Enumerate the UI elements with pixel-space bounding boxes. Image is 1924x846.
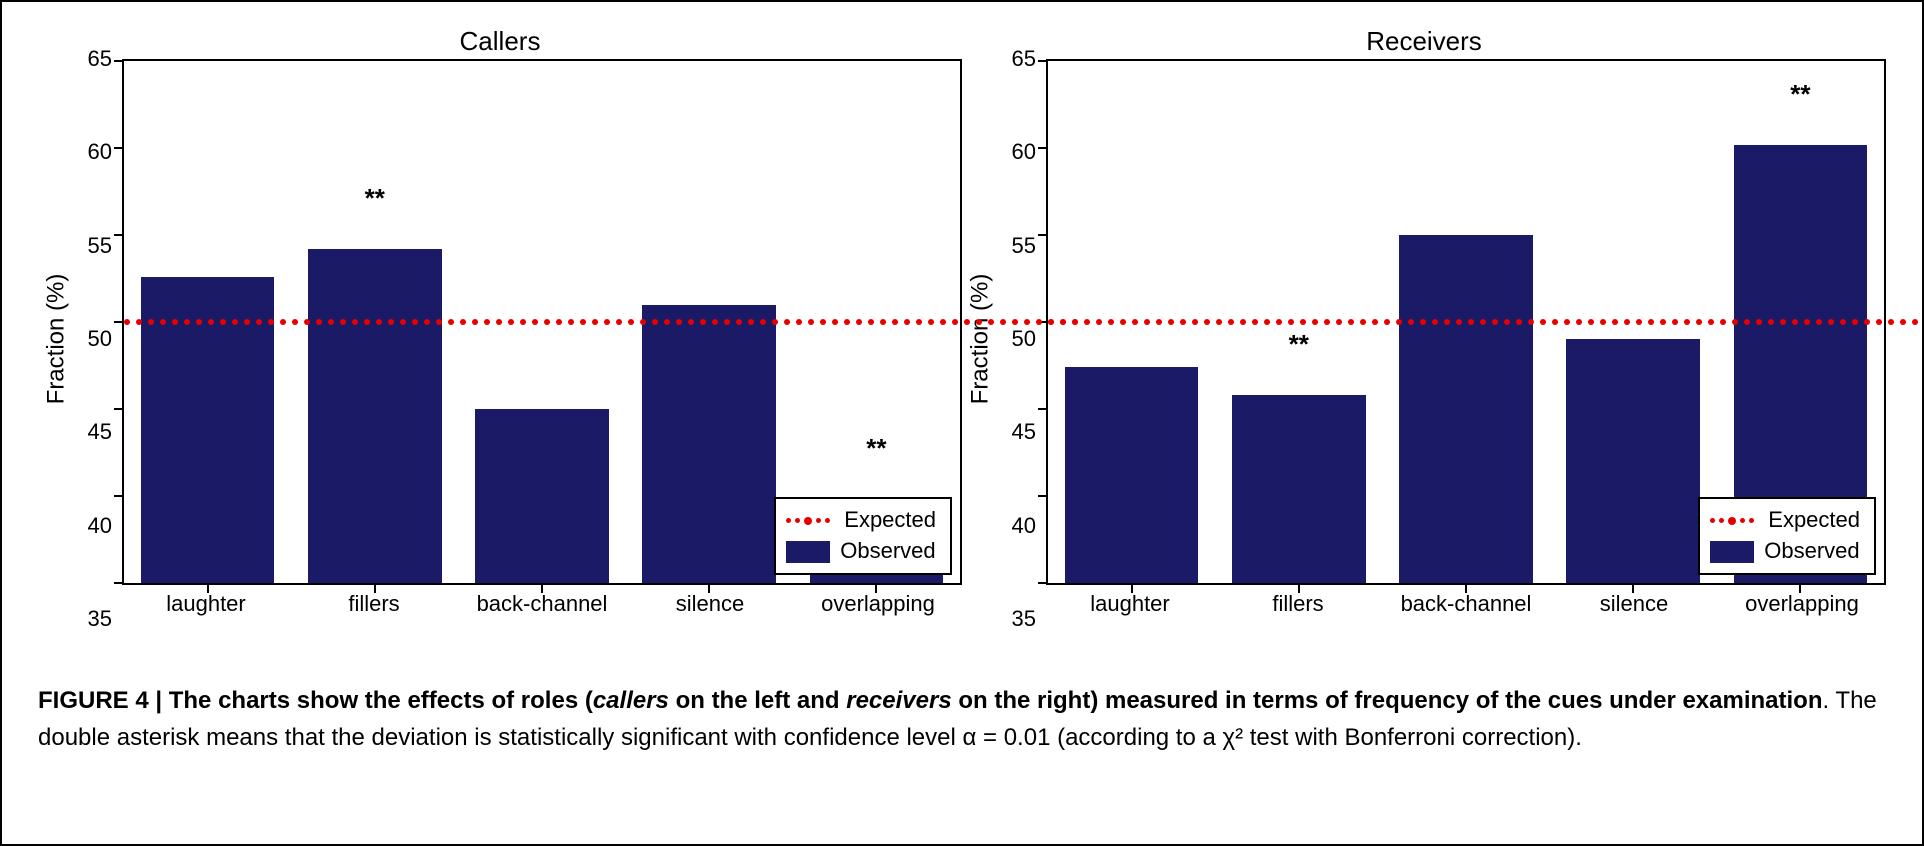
y-tick-mark <box>1038 234 1048 236</box>
significance-marker: ** <box>365 183 385 214</box>
y-tick-mark <box>114 60 124 62</box>
bar-fillers <box>308 249 442 583</box>
legend-line-icon <box>786 516 834 526</box>
y-tick-label: 50 <box>1012 326 1036 352</box>
y-axis-label: Fraction (%) <box>42 274 70 405</box>
chart-callers: Callers Fraction (%) 35404550556065 ****… <box>38 26 962 626</box>
charts-row: Callers Fraction (%) 35404550556065 ****… <box>38 26 1886 626</box>
legend-line-icon <box>1710 516 1758 526</box>
y-tick-label: 45 <box>88 419 112 445</box>
y-tick-mark <box>1038 60 1048 62</box>
x-tick-label: back-channel <box>477 591 608 617</box>
legend-entry: Observed <box>1710 536 1860 567</box>
legend: ExpectedObserved <box>1698 497 1876 575</box>
plot-outer-callers: Fraction (%) 35404550556065 ****Expected… <box>38 59 962 619</box>
bar-back-channel <box>475 409 609 583</box>
x-ticks-row: laughter fillers back-channel silence overla… <box>122 585 962 619</box>
y-tick-label: 55 <box>1012 233 1036 259</box>
x-tick-label: back-channel <box>1401 591 1532 617</box>
caption-italic-1: callers <box>593 687 669 714</box>
x-tick-label: overlapping <box>1745 591 1859 617</box>
y-tick-label: 40 <box>88 513 112 539</box>
y-tick-mark <box>114 408 124 410</box>
y-tick-mark <box>1038 408 1048 410</box>
legend-entry: Observed <box>786 536 936 567</box>
y-tick-label: 50 <box>88 326 112 352</box>
legend-label: Expected <box>844 505 936 536</box>
plot-area-callers: ** ** ExpectedObserved <box>122 59 962 585</box>
x-tick-label: silence <box>676 591 744 617</box>
bar-silence <box>642 305 776 583</box>
ylabel-col: Fraction (%) <box>38 59 74 619</box>
bar-fillers <box>1232 395 1366 583</box>
legend: ExpectedObserved <box>774 497 952 575</box>
ylabel-col: Fraction (%) <box>962 59 998 619</box>
caption-italic-2: receivers <box>846 687 951 714</box>
y-tick-mark <box>1038 321 1048 323</box>
chart-receivers: Receivers Fraction (%) 35404550556065 **… <box>962 26 1886 626</box>
y-tick-mark <box>1038 582 1048 584</box>
y-tick-label: 45 <box>1012 419 1036 445</box>
legend-entry: Expected <box>786 505 936 536</box>
bar-silence <box>1566 339 1700 583</box>
caption-bold-1: The charts show the effects of roles ( <box>169 687 593 714</box>
bar-laughter <box>1065 367 1199 583</box>
y-tick-label: 65 <box>88 46 112 72</box>
caption-bold-3: on the right) measured in terms of frequ… <box>952 687 1823 714</box>
significance-marker: ** <box>1790 79 1810 110</box>
bar-laughter <box>141 277 275 583</box>
plot-outer-receivers: Fraction (%) 35404550556065 ****Expected… <box>962 59 1886 619</box>
x-tick-label: fillers <box>348 591 399 617</box>
plot-area-receivers: ** ** ExpectedObserved <box>1046 59 1886 585</box>
legend-box-icon <box>1710 541 1754 563</box>
legend-box-icon <box>786 541 830 563</box>
y-tick-mark <box>1038 147 1048 149</box>
y-tick-label: 60 <box>1012 139 1036 165</box>
significance-marker: ** <box>1289 329 1309 360</box>
caption-prefix: FIGURE 4 | <box>38 687 169 714</box>
y-ticks-col: 35404550556065 <box>998 59 1046 619</box>
y-tick-mark <box>114 147 124 149</box>
x-ticks-row: laughter fillers back-channel silence overla… <box>1046 585 1886 619</box>
y-tick-label: 65 <box>1012 46 1036 72</box>
legend-label: Observed <box>1764 536 1859 567</box>
y-ticks-col: 35404550556065 <box>74 59 122 619</box>
figure-caption: FIGURE 4 | The charts show the effects o… <box>38 682 1886 756</box>
y-tick-label: 40 <box>1012 513 1036 539</box>
legend-label: Expected <box>1768 505 1860 536</box>
chart-title-receivers: Receivers <box>962 26 1886 57</box>
chart-title-callers: Callers <box>38 26 962 57</box>
figure-container: Callers Fraction (%) 35404550556065 ****… <box>0 0 1924 846</box>
y-tick-mark <box>114 234 124 236</box>
legend-label: Observed <box>840 536 935 567</box>
x-tick-label: fillers <box>1272 591 1323 617</box>
y-tick-label: 35 <box>88 606 112 632</box>
y-axis-label: Fraction (%) <box>966 274 994 405</box>
y-tick-mark <box>114 321 124 323</box>
significance-marker: ** <box>866 433 886 464</box>
y-tick-label: 55 <box>88 233 112 259</box>
bar-back-channel <box>1399 235 1533 583</box>
caption-bold-2: on the left and <box>669 687 846 714</box>
y-tick-mark <box>1038 495 1048 497</box>
y-tick-mark <box>114 582 124 584</box>
x-tick-label: overlapping <box>821 591 935 617</box>
legend-entry: Expected <box>1710 505 1860 536</box>
x-tick-label: laughter <box>166 591 246 617</box>
y-tick-mark <box>114 495 124 497</box>
x-tick-label: laughter <box>1090 591 1170 617</box>
y-tick-label: 60 <box>88 139 112 165</box>
x-tick-label: silence <box>1600 591 1668 617</box>
y-tick-label: 35 <box>1012 606 1036 632</box>
